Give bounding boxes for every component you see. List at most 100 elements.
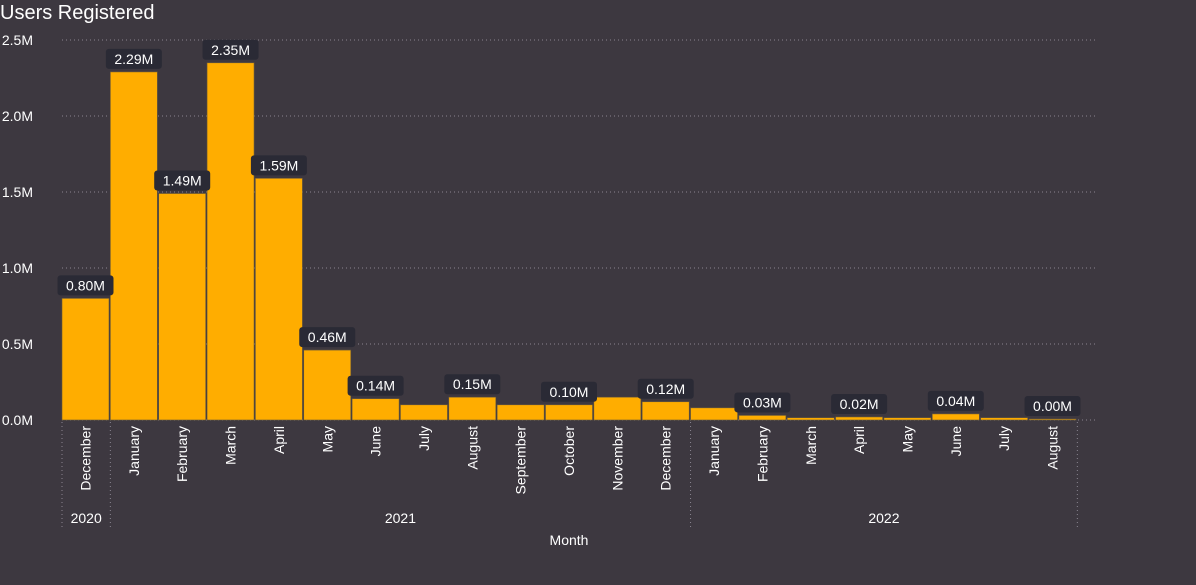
data-label-background: [105, 48, 162, 69]
data-label: 0.80M: [57, 275, 114, 296]
y-tick-label: 2.0M: [2, 108, 33, 124]
x-tick-label: June: [368, 426, 384, 457]
y-tick-label: 0.0M: [2, 412, 33, 428]
x-tick-label: November: [609, 426, 625, 491]
x-tick-label: January: [706, 426, 722, 476]
bar-june-2021[interactable]: [351, 398, 400, 421]
data-label-text: 2.29M: [114, 51, 153, 67]
data-label: 0.46M: [299, 327, 356, 348]
x-tick-label: April: [271, 426, 287, 454]
data-label-background: [927, 390, 984, 411]
x-tick-label: July: [996, 426, 1012, 451]
data-label-text: 0.12M: [646, 381, 685, 397]
bar-may-2022[interactable]: [883, 417, 932, 421]
x-tick-label: July: [416, 426, 432, 451]
data-label-background: [57, 275, 114, 296]
data-label-text: 0.46M: [308, 329, 347, 345]
data-label-background: [637, 378, 694, 399]
y-tick-label: 1.0M: [2, 260, 33, 276]
data-label-text: 0.80M: [66, 277, 105, 293]
bar-june-2022[interactable]: [931, 413, 980, 421]
x-tick-label: August: [464, 426, 480, 470]
data-label-text: 0.15M: [453, 376, 492, 392]
year-label: 2021: [385, 510, 416, 526]
data-label-background: [250, 155, 307, 176]
data-label: 0.04M: [927, 390, 984, 411]
data-label: 0.10M: [541, 381, 597, 402]
year-label: 2020: [71, 510, 102, 526]
x-tick-label: January: [126, 426, 142, 476]
data-label-background: [541, 381, 597, 402]
data-label-background: [299, 327, 356, 348]
x-tick-label: September: [513, 426, 529, 495]
bar-september-2021[interactable]: [496, 404, 545, 421]
x-tick-label: December: [658, 426, 674, 491]
x-tick-label: February: [754, 426, 770, 482]
data-label-background: [831, 393, 888, 414]
data-label-text: 0.04M: [936, 393, 975, 409]
data-label-text: 0.02M: [840, 396, 879, 412]
bar-may-2021[interactable]: [303, 349, 352, 421]
bars: [61, 62, 1077, 421]
bar-april-2021[interactable]: [255, 178, 303, 421]
bar-october-2021[interactable]: [545, 404, 593, 421]
year-label: 2022: [868, 510, 899, 526]
data-label: 0.02M: [831, 393, 888, 414]
x-tick-label: August: [1045, 426, 1061, 470]
bar-august-2021[interactable]: [448, 396, 497, 421]
data-label-text: 0.14M: [356, 378, 395, 394]
bar-march-2021[interactable]: [206, 62, 255, 421]
bar-march-2022[interactable]: [786, 417, 835, 421]
data-label: 0.12M: [637, 378, 694, 399]
x-axis-title: Month: [550, 532, 589, 548]
data-label: 2.29M: [105, 48, 162, 69]
y-tick-label: 1.5M: [2, 184, 33, 200]
data-label: 1.59M: [250, 155, 307, 176]
bar-august-2022[interactable]: [1028, 418, 1077, 421]
bar-february-2022[interactable]: [738, 415, 787, 421]
data-label-background: [444, 374, 501, 395]
bar-july-2021[interactable]: [400, 404, 448, 421]
bar-february-2021[interactable]: [158, 193, 206, 421]
x-axis: December January February March April May June…: [61, 422, 1078, 528]
bar-july-2022[interactable]: [980, 417, 1028, 421]
data-label-text: 2.35M: [211, 42, 250, 58]
data-label-background: [734, 392, 791, 413]
x-tick-label: June: [948, 426, 964, 457]
x-tick-label: May: [899, 426, 915, 452]
bar-april-2022[interactable]: [835, 416, 883, 421]
bar-january-2022[interactable]: [690, 407, 738, 421]
bar-january-2021[interactable]: [110, 71, 158, 421]
data-label-text: 0.00M: [1033, 398, 1072, 414]
bar-december-2021[interactable]: [641, 401, 690, 421]
y-tick-label: 2.5M: [2, 32, 33, 48]
data-labels: 0.80M 2.29M 1.49M 2.35M 1.59M 0.46M 0.14M 0.15M…: [57, 39, 1081, 416]
x-tick-label: December: [78, 426, 94, 491]
data-label: 0.15M: [444, 374, 501, 395]
bar-december-2020[interactable]: [61, 298, 110, 421]
data-label: 1.49M: [154, 170, 211, 191]
data-label-background: [1024, 396, 1081, 416]
data-label-text: 0.03M: [743, 394, 782, 410]
data-label-background: [154, 170, 211, 191]
data-label: 0.00M: [1024, 396, 1081, 416]
data-label-text: 0.10M: [550, 384, 589, 400]
x-tick-label: March: [803, 426, 819, 465]
data-label: 0.14M: [347, 375, 404, 396]
y-tick-label: 0.5M: [2, 336, 33, 352]
bar-november-2021[interactable]: [593, 396, 642, 421]
y-axis-ticks: 0.0M 0.5M 1.0M 1.5M 2.0M 2.5M: [2, 32, 33, 428]
data-label: 0.03M: [734, 392, 791, 413]
x-tick-label: March: [223, 426, 239, 465]
x-tick-label: February: [174, 426, 190, 482]
data-label: 2.35M: [202, 39, 259, 60]
data-label-text: 1.49M: [163, 173, 202, 189]
data-label-background: [202, 39, 259, 60]
chart-title: Users Registered: [0, 2, 155, 24]
x-tick-label: May: [319, 426, 335, 452]
x-tick-label: April: [851, 426, 867, 454]
x-tick-label: October: [561, 426, 577, 476]
data-label-background: [347, 375, 404, 396]
data-label-text: 1.59M: [259, 157, 298, 173]
